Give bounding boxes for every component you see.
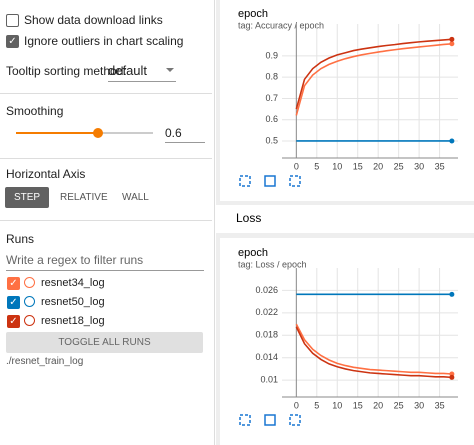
- point: [449, 291, 455, 297]
- run-checkbox[interactable]: ✓: [7, 277, 20, 290]
- run-color: [24, 277, 35, 288]
- y-tick-label: 0.018: [255, 330, 278, 340]
- label: Smoothing: [6, 104, 64, 118]
- series-line: [295, 38, 452, 110]
- y-tick-label: 0.5: [265, 135, 278, 145]
- select-value: default: [108, 63, 148, 78]
- x-tick-label: 30: [414, 161, 424, 171]
- vdivider: [214, 0, 215, 445]
- run-color: [24, 315, 35, 326]
- run-checkbox[interactable]: ✓: [7, 296, 20, 309]
- toggle-button[interactable]: TOGGLE ALL RUNS: [6, 332, 203, 353]
- y-tick-label: 0.022: [255, 307, 278, 317]
- series-line: [295, 326, 452, 379]
- checkbox[interactable]: [6, 14, 19, 27]
- y-tick-label: 0.026: [255, 285, 278, 295]
- x-tick-label: 25: [394, 161, 404, 171]
- x-tick-label: 15: [353, 400, 363, 410]
- axis-button[interactable]: STEP: [5, 187, 49, 208]
- divider: [0, 158, 212, 159]
- divider: [0, 220, 212, 221]
- point: [449, 41, 455, 47]
- x-tick-label: 0: [294, 400, 299, 410]
- point: [449, 138, 455, 144]
- run-name: resnet34_log: [41, 277, 105, 289]
- y-tick-label: 0.01: [260, 375, 278, 385]
- filter-input[interactable]: Write a regex to filter runs: [6, 253, 204, 271]
- smoothing-input[interactable]: 0.6: [165, 126, 205, 143]
- arrow: [166, 68, 174, 76]
- chart-icon: [264, 175, 276, 187]
- chart-title: epoch: [238, 8, 268, 20]
- run-checkbox[interactable]: ✓: [7, 315, 20, 328]
- x-tick-label: 15: [353, 161, 363, 171]
- label: Ignore outliers in chart scaling: [24, 34, 184, 48]
- section-header: [216, 205, 474, 233]
- x-tick-label: 20: [373, 161, 383, 171]
- label: Show data download links: [24, 13, 163, 27]
- x-tick-label: 35: [435, 400, 445, 410]
- run-name: resnet18_log: [41, 315, 105, 327]
- slider-knob[interactable]: [93, 128, 104, 138]
- chart-icon: [264, 414, 276, 426]
- section-title: Loss: [236, 211, 261, 225]
- chart-icon: [239, 175, 251, 187]
- point: [449, 36, 455, 42]
- series-line: [295, 323, 452, 375]
- chart-subtitle: tag: Accuracy / epoch: [238, 20, 324, 30]
- select[interactable]: default: [108, 63, 176, 82]
- y-tick-label: 0.014: [255, 352, 278, 362]
- label: Tooltip sorting method:: [6, 64, 127, 78]
- card: [220, 238, 474, 445]
- chart-subtitle: tag: Loss / epoch: [238, 259, 307, 269]
- x-tick-label: 10: [332, 161, 342, 171]
- x-tick-label: 20: [373, 400, 383, 410]
- chart-icon: [289, 175, 301, 187]
- axis-button[interactable]: RELATIVE: [60, 192, 108, 203]
- label: Horizontal Axis: [6, 167, 86, 181]
- chart-icon: [239, 414, 251, 426]
- x-tick-label: 5: [314, 400, 319, 410]
- y-tick-label: 0.7: [265, 93, 278, 103]
- point: [449, 374, 455, 380]
- log-dir: ./resnet_train_log: [6, 356, 84, 367]
- x-tick-label: 25: [394, 400, 404, 410]
- run-name: resnet50_log: [41, 296, 105, 308]
- y-tick-label: 0.9: [265, 50, 278, 60]
- label: Runs: [6, 232, 35, 246]
- slider-fill: [16, 132, 99, 134]
- series-line: [295, 42, 452, 116]
- x-tick-label: 35: [435, 161, 445, 171]
- x-tick-label: 5: [314, 161, 319, 171]
- x-tick-label: 10: [332, 400, 342, 410]
- axis-button[interactable]: WALL: [122, 192, 149, 203]
- x-tick-label: 0: [294, 161, 299, 171]
- chart-icon: [289, 414, 301, 426]
- y-tick-label: 0.8: [265, 72, 278, 82]
- divider: [0, 93, 212, 94]
- y-tick-label: 0.6: [265, 114, 278, 124]
- card: [220, 0, 474, 201]
- slider[interactable]: [16, 128, 153, 138]
- x-tick-label: 30: [414, 400, 424, 410]
- run-color: [24, 296, 35, 307]
- checkbox[interactable]: ✓: [6, 35, 19, 48]
- chart-title: epoch: [238, 247, 268, 259]
